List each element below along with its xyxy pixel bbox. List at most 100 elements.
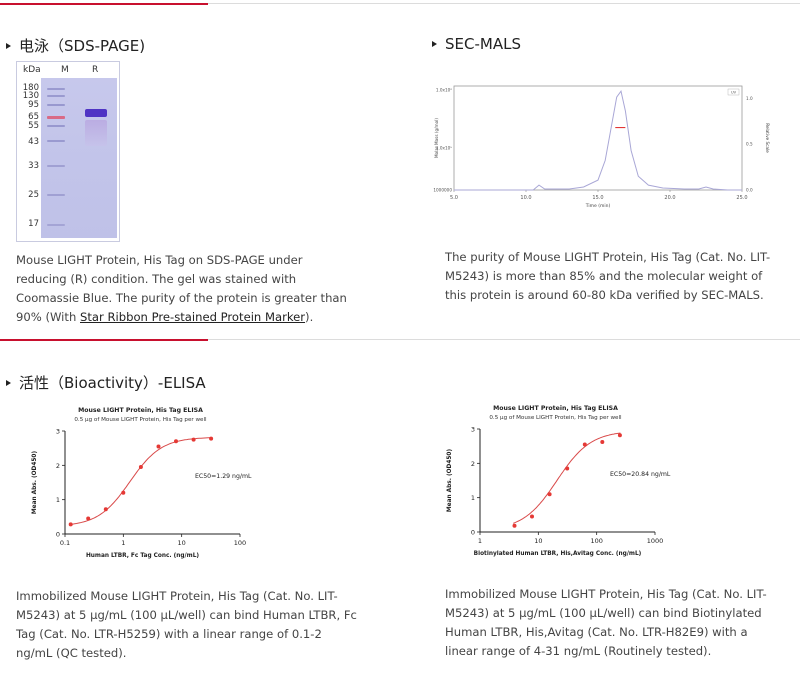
chart-subtitle: 0.5 µg of Mouse LIGHT Protein, His Tag p… — [74, 417, 207, 423]
top-divider — [0, 3, 800, 4]
data-point — [191, 437, 196, 442]
x-axis-label: Human LTBR, Fc Tag Conc. (ng/mL) — [86, 553, 199, 559]
x-tick-label: 10 — [534, 537, 542, 545]
elisa-chart-ltbr-biotin: Mouse LIGHT Protein, His Tag ELISA 0.5 µg… — [447, 405, 671, 557]
x-tick-label: 15.0 — [592, 195, 603, 201]
gel-header-marker: M — [61, 65, 69, 75]
bioactivity-heading: 活性（Bioactivity）-ELISA — [6, 372, 206, 393]
y-tick-label: 3 — [56, 428, 60, 436]
data-point — [617, 433, 622, 438]
triangle-marker-icon — [432, 41, 437, 47]
ladder-band — [47, 194, 65, 196]
data-point — [156, 444, 161, 449]
chart-title: Mouse LIGHT Protein, His Tag ELISA — [493, 405, 618, 412]
ladder-band — [47, 88, 65, 90]
sec-mals-chart: 5.0 10.0 15.0 20.0 25.0 1000000 1.0x10⁵ 1.0x10⁶… — [433, 85, 770, 209]
mw-marker-label: 17 — [28, 219, 39, 229]
ladder-band — [47, 140, 65, 142]
sds-desc-end: ). — [305, 310, 314, 324]
sds-page-title: 电泳（SDS-PAGE) — [19, 37, 146, 55]
ec50-annotation: EC50=20.84 ng/mL — [610, 471, 671, 478]
y-axis-label: Molar Mass (g/mol) — [434, 118, 439, 158]
mw-marker-label: 65 — [28, 112, 39, 122]
star-ribbon-marker-link[interactable]: Star Ribbon Pre-stained Protein Marker — [80, 310, 306, 324]
data-point — [68, 522, 73, 527]
y2-tick-label: 1.0 — [746, 96, 753, 101]
y-tick-label: 1.0x10⁶ — [436, 88, 452, 93]
y2-tick-label: 0.5 — [746, 142, 753, 147]
mw-marker-label: 25 — [28, 190, 39, 200]
data-point — [121, 490, 126, 495]
sec-mals-title: SEC-MALS — [445, 35, 521, 53]
triangle-marker-icon — [6, 379, 11, 386]
elisa-chart-ltbr-fc: Mouse LIGHT Protein, His Tag ELISA 0.5 µg… — [32, 407, 252, 559]
top-accent-bar — [0, 3, 208, 5]
data-point — [512, 523, 517, 528]
section-accent-bar — [0, 339, 208, 341]
y2-axis-label: Relative Scale — [765, 123, 770, 153]
legend-entry: UV — [731, 91, 737, 95]
protein-band — [85, 109, 107, 117]
uv-trace-line — [454, 90, 742, 191]
x-tick-label: 1000 — [647, 537, 664, 545]
x-tick-label: 1 — [121, 539, 125, 547]
protein-smear — [85, 120, 107, 146]
x-tick-label: 5.0 — [450, 195, 458, 201]
y2-tick-label: 0.0 — [746, 188, 753, 193]
sec-mals-heading: SEC-MALS — [432, 35, 521, 53]
sds-page-description: Mouse LIGHT Protein, His Tag on SDS-PAGE… — [16, 251, 354, 327]
sds-page-heading: 电泳（SDS-PAGE) — [6, 35, 145, 56]
y-tick-label: 2 — [471, 460, 475, 468]
x-tick-label: 100 — [234, 539, 246, 547]
ladder-band — [47, 125, 65, 127]
fitted-curve — [69, 437, 212, 525]
elisa2-description: Immobilized Mouse LIGHT Protein, His Tag… — [445, 587, 767, 658]
y-axis-label: Mean Abs. (OD450) — [32, 451, 38, 515]
mw-marker-label: 33 — [28, 161, 39, 171]
x-tick-label: 0.1 — [60, 539, 70, 547]
chart-title: Mouse LIGHT Protein, His Tag ELISA — [78, 407, 203, 414]
sds-page-gel-image: kDa M R 180 130 95 65 55 43 33 25 17 — [16, 61, 120, 242]
data-point — [547, 492, 552, 497]
x-tick-label: 20.0 — [664, 195, 675, 201]
data-point — [530, 514, 534, 519]
y-tick-label: 2 — [56, 462, 60, 470]
ladder-band — [47, 165, 65, 167]
mw-marker-label: 95 — [28, 100, 39, 110]
ec50-annotation: EC50=1.29 ng/mL — [195, 473, 252, 480]
x-axis-label: Time (min) — [585, 203, 611, 209]
triangle-marker-icon — [6, 42, 11, 49]
sds-desc-text: Mouse LIGHT Protein, His Tag on SDS-PAGE… — [16, 253, 347, 324]
y-tick-label: 1 — [471, 494, 475, 502]
y-tick-label: 1.0x10⁵ — [436, 146, 452, 151]
mw-marker-label: 130 — [22, 91, 39, 101]
x-tick-label: 1 — [478, 537, 482, 545]
section-divider — [0, 339, 800, 340]
gel-lanes — [41, 78, 117, 238]
y-tick-label: 0 — [471, 529, 475, 537]
plot-frame — [453, 85, 743, 191]
y-axis-label: Mean Abs. (OD450) — [447, 449, 453, 513]
mw-marker-label: 55 — [28, 121, 39, 131]
x-tick-label: 25.0 — [736, 195, 747, 201]
mw-marker-label: 180 — [22, 83, 39, 93]
mw-marker-label: 43 — [28, 137, 39, 147]
data-point — [103, 507, 108, 512]
fitted-curve — [513, 432, 621, 524]
x-tick-label: 10.0 — [520, 195, 531, 201]
chart-subtitle: 0.5 µg of Mouse LIGHT Protein, His Tag p… — [489, 415, 622, 421]
bioactivity-title: 活性（Bioactivity）-ELISA — [19, 374, 206, 392]
x-tick-label: 10 — [178, 539, 186, 547]
data-point — [174, 439, 178, 444]
y-tick-label: 1 — [56, 496, 60, 504]
sec-mals-description: The purity of Mouse LIGHT Protein, His T… — [445, 250, 771, 302]
x-axis-label: Biotinylated Human LTBR, His,Avitag Conc… — [474, 551, 642, 557]
y-tick-label: 1000000 — [433, 188, 452, 193]
ladder-band — [47, 224, 65, 226]
data-point — [565, 466, 570, 471]
y-tick-label: 3 — [471, 426, 475, 434]
gel-header-reduced: R — [92, 65, 99, 75]
ladder-band — [47, 95, 65, 97]
y-tick-label: 0 — [56, 531, 60, 539]
ladder-band — [47, 104, 65, 106]
